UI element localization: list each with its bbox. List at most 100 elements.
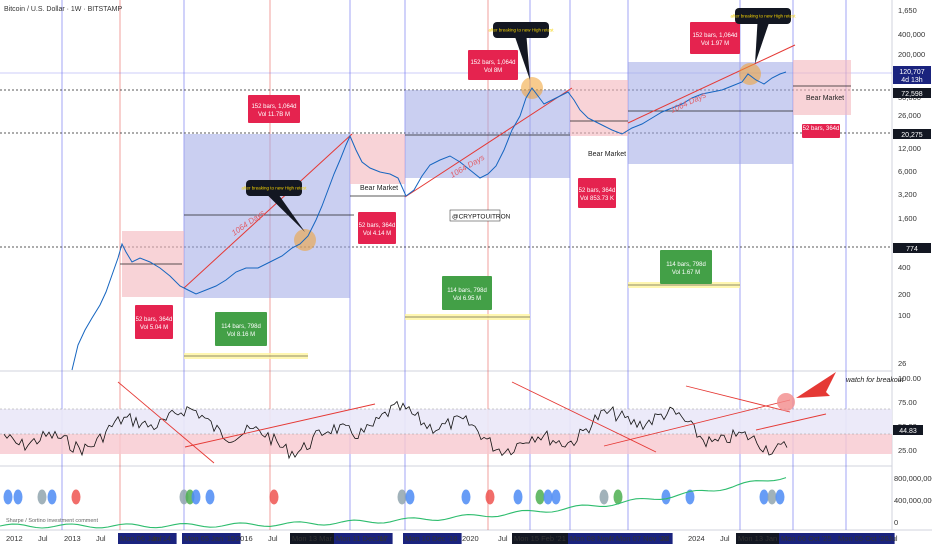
bull-stat-box: 152 bars, 1,064d Vol 8M <box>468 50 518 80</box>
bear-stat-box-line1: 52 bars, 364d <box>803 126 840 132</box>
chart-title: Bitcoin / U.S. Dollar · 1W · BITSTAMP <box>4 6 122 13</box>
signal-marker <box>551 489 561 505</box>
signal-marker <box>485 489 495 505</box>
rsi-trendline <box>685 385 791 413</box>
bear-stat-box-bg <box>135 305 173 339</box>
signal-marker <box>661 489 671 505</box>
time-tag-label: Mon 13 Jan '25 <box>738 534 789 543</box>
accumulation-stat-box: 114 bars, 798d Vol 1.67 M <box>660 250 712 284</box>
bear-stat-box-bg <box>578 178 616 208</box>
signal-marker <box>205 489 215 505</box>
price-tag-bg <box>893 243 931 253</box>
rsi-current-bg <box>893 425 923 435</box>
time-tag-bg <box>403 533 462 544</box>
accumulation-stat-box: 114 bars, 798d Vol 8.16 M <box>215 312 267 346</box>
bear-stat-box-line1: 52 bars, 364d <box>136 317 173 323</box>
signal-marker <box>37 489 47 505</box>
signal-marker <box>613 489 623 505</box>
time-tick-label: Jul <box>376 534 386 543</box>
bull-stat-box-line1: 152 bars, 1,064d <box>692 33 737 39</box>
signal-marker <box>13 489 23 505</box>
time-tag-bg <box>290 533 349 544</box>
accumulation-stat-box-line2: Vol 1.67 M <box>672 270 700 276</box>
price-tag-bg <box>893 88 931 98</box>
accumulation-stat-box-line2: Vol 8.16 M <box>227 332 255 338</box>
time-tag-label: Mon 06 Oct '25 <box>781 534 832 543</box>
price-tag-label: 120,707 <box>899 69 924 76</box>
volume-tick-label: 0 <box>894 518 898 527</box>
bear-market-label: Bear Market <box>806 95 844 102</box>
time-tag-label: Mon 05 Jan '15 <box>184 534 235 543</box>
signal-marker <box>405 489 415 505</box>
bull-stat-box-line1: 152 bars, 1,064d <box>470 60 515 66</box>
rsi-trendline <box>755 413 827 431</box>
time-tag-label: Mon 07 Nov '22 <box>616 534 668 543</box>
time-tick-label: Jul <box>608 534 618 543</box>
price-line <box>71 71 787 371</box>
signal-marker <box>191 489 201 505</box>
rsi-trendline <box>117 381 215 464</box>
time-tick-label: Jul <box>268 534 278 543</box>
annotation-shapes <box>120 44 851 359</box>
bear-stat-box-line1: 52 bars, 364d <box>579 188 616 194</box>
time-tick-label: Jul <box>152 534 162 543</box>
time-tick-label: Jul <box>498 534 508 543</box>
time-tag-bg <box>512 533 571 544</box>
time-tag-bg <box>736 533 795 544</box>
price-tick-label: 26,000 <box>898 111 921 120</box>
bull-stat-box-bg <box>690 22 740 54</box>
signal-marker <box>599 489 609 505</box>
price-tick-label: 400,000 <box>898 30 925 39</box>
bear-market-label: Bear Market <box>360 185 398 192</box>
price-tick-label: 3,200 <box>898 190 917 199</box>
retest-callout: after breaking to new High retest <box>488 22 554 80</box>
volume-tick-label: 800,000,000 <box>894 474 932 483</box>
time-tag-bg <box>836 533 895 544</box>
chart-panes <box>0 0 932 531</box>
time-tick-label: 2020 <box>462 534 479 543</box>
bull-stat-box: 152 bars, 1,064d Vol 1.97 M <box>690 22 740 54</box>
bull-cycle-zone <box>628 62 793 164</box>
bear-stat-box-line2: Vol 853.73 K <box>580 196 614 202</box>
bull-stat-box-line1: 152 bars, 1,064d <box>251 104 296 110</box>
retest-callout-text: after breaking to new High retest <box>488 28 554 33</box>
bear-stat-box: 52 bars, 364d <box>802 124 840 138</box>
rsi-trendline <box>511 381 657 453</box>
signal-marker <box>71 489 81 505</box>
time-tag-bg <box>334 533 393 544</box>
rsi-current-label: 44.83 <box>899 428 917 435</box>
time-tag-label: Mon 05 Oct '26 <box>838 534 889 543</box>
bear-stat-box-line2: Vol 5.04 M <box>140 325 168 331</box>
accumulation-stat-box-bg <box>660 250 712 284</box>
retest-callout: after breaking to new High retest <box>241 180 307 232</box>
breakout-arrow <box>796 372 836 398</box>
signal-marker <box>461 489 471 505</box>
signal-marker <box>513 489 523 505</box>
rsi-trendline <box>603 399 791 447</box>
time-tag-bg <box>779 533 838 544</box>
accumulation-stat-box-bg <box>215 312 267 346</box>
bull-stat-box-line2: Vol 8M <box>484 68 502 74</box>
signal-marker <box>397 489 407 505</box>
rsi-tick-label: 75.00 <box>898 398 917 407</box>
bear-market-label: Bear Market <box>588 151 626 158</box>
bull-stat-box-bg <box>248 95 300 123</box>
price-tag-bg <box>893 66 931 84</box>
time-tick-label: Jul <box>38 534 48 543</box>
bull-stat-box-line2: Vol 11.7B M <box>258 112 290 118</box>
price-tick-label: 200 <box>898 290 911 299</box>
retest-callout-pointer <box>515 38 530 80</box>
price-tick-label: 6,000 <box>898 167 917 176</box>
volume-tick-label: 400,000,000 <box>894 496 932 505</box>
retest-callout-text: after breaking to new High retest <box>241 186 307 191</box>
time-tick-label: 2016 <box>236 534 253 543</box>
signal-marker <box>685 489 695 505</box>
price-tick-label: 12,000 <box>898 144 921 153</box>
price-tick-label: 26 <box>898 359 906 368</box>
rsi-tick-label: 100.00 <box>898 374 921 383</box>
bear-stat-box: 52 bars, 364d Vol 5.04 M <box>135 305 173 339</box>
signal-marker <box>535 489 545 505</box>
price-tag-sub: 4d 13h <box>901 77 923 84</box>
time-tick-label: 2013 <box>64 534 81 543</box>
